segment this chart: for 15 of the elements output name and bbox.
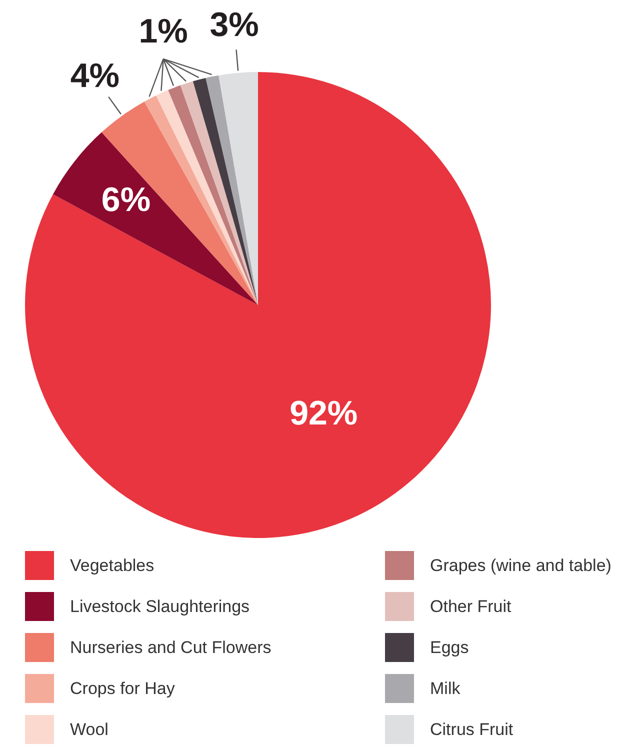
legend-label: Vegetables xyxy=(70,556,154,576)
legend-label: Wool xyxy=(70,720,108,740)
legend-label: Citrus Fruit xyxy=(430,720,514,740)
legend-label: Crops for Hay xyxy=(70,678,175,698)
legend-label: Nurseries and Cut Flowers xyxy=(70,638,272,658)
data-label: 1% xyxy=(138,12,188,50)
legend-label: Milk xyxy=(430,678,460,698)
data-label: 3% xyxy=(210,6,259,44)
data-label: 6% xyxy=(101,180,151,219)
data-label: 92% xyxy=(290,394,358,432)
legend-label: Livestock Slaughterings xyxy=(70,596,250,616)
legend-label: Grapes (wine and table) xyxy=(430,556,612,576)
legend-label: Eggs xyxy=(430,638,469,658)
data-label: 4% xyxy=(70,57,120,96)
legend-label: Other Fruit xyxy=(430,596,512,616)
